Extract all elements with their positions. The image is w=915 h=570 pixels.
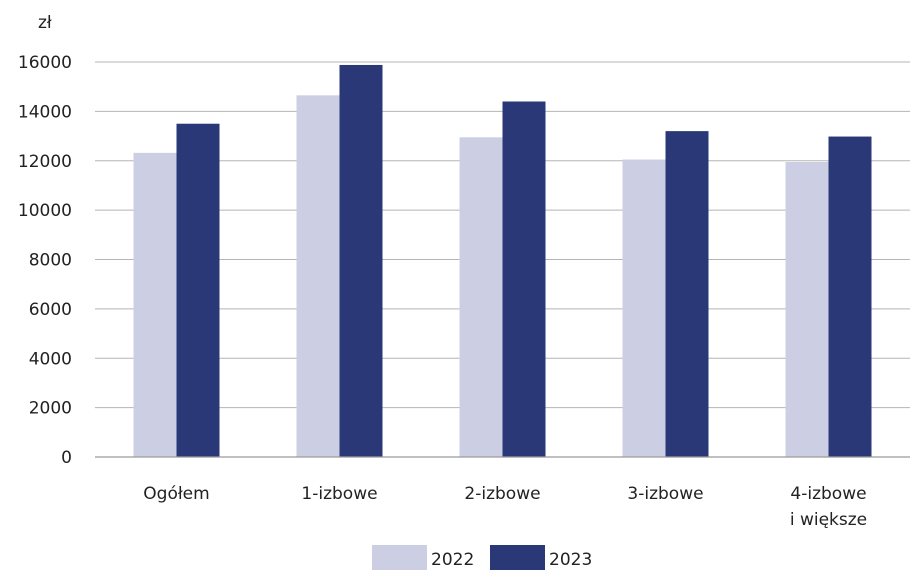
legend-swatch-2022 (372, 545, 427, 570)
bar-2023-0 (176, 123, 220, 457)
bar-2022-4 (785, 161, 829, 457)
bar-2023-4 (828, 136, 872, 457)
bar-2022-1 (296, 95, 340, 457)
legend-label: 2023 (549, 550, 592, 570)
x-tick-label: Ogółem (143, 484, 209, 504)
y-tick-label: 12000 (18, 152, 72, 172)
legend-swatch-2023 (490, 545, 545, 570)
bar-2022-0 (133, 152, 177, 457)
y-tick-label: 2000 (29, 399, 72, 419)
legend-label: 2022 (431, 550, 474, 570)
x-tick-label: 2-izbowe (464, 484, 540, 504)
bar-2023-2 (502, 101, 546, 457)
x-tick-label: 3-izbowe (627, 484, 703, 504)
bar-2023-3 (665, 131, 709, 457)
x-tick-label: i większe (790, 510, 867, 530)
y-tick-label: 10000 (18, 201, 72, 221)
bars (133, 64, 872, 458)
y-axis-ticks: 0 2000 4000 6000 8000 10000 12000 14000 16000 (18, 53, 72, 468)
legend: 2022 2023 (372, 545, 592, 570)
y-axis-unit-label: zł (38, 13, 52, 33)
x-tick-label: 1-izbowe (301, 484, 377, 504)
y-tick-label: 8000 (29, 251, 72, 271)
y-tick-label: 0 (61, 448, 72, 468)
x-tick-label: 4-izbowe (790, 484, 866, 504)
x-axis-ticks: Ogółem 1-izbowe 2-izbowe 3-izbowe 4-izbowe i … (143, 484, 867, 530)
bar-2023-1 (339, 64, 383, 458)
y-tick-label: 6000 (29, 300, 72, 320)
y-tick-label: 14000 (18, 102, 72, 122)
bar-2022-3 (622, 159, 666, 457)
y-tick-label: 4000 (29, 349, 72, 369)
y-tick-label: 16000 (18, 53, 72, 73)
bar-2022-2 (459, 137, 503, 457)
